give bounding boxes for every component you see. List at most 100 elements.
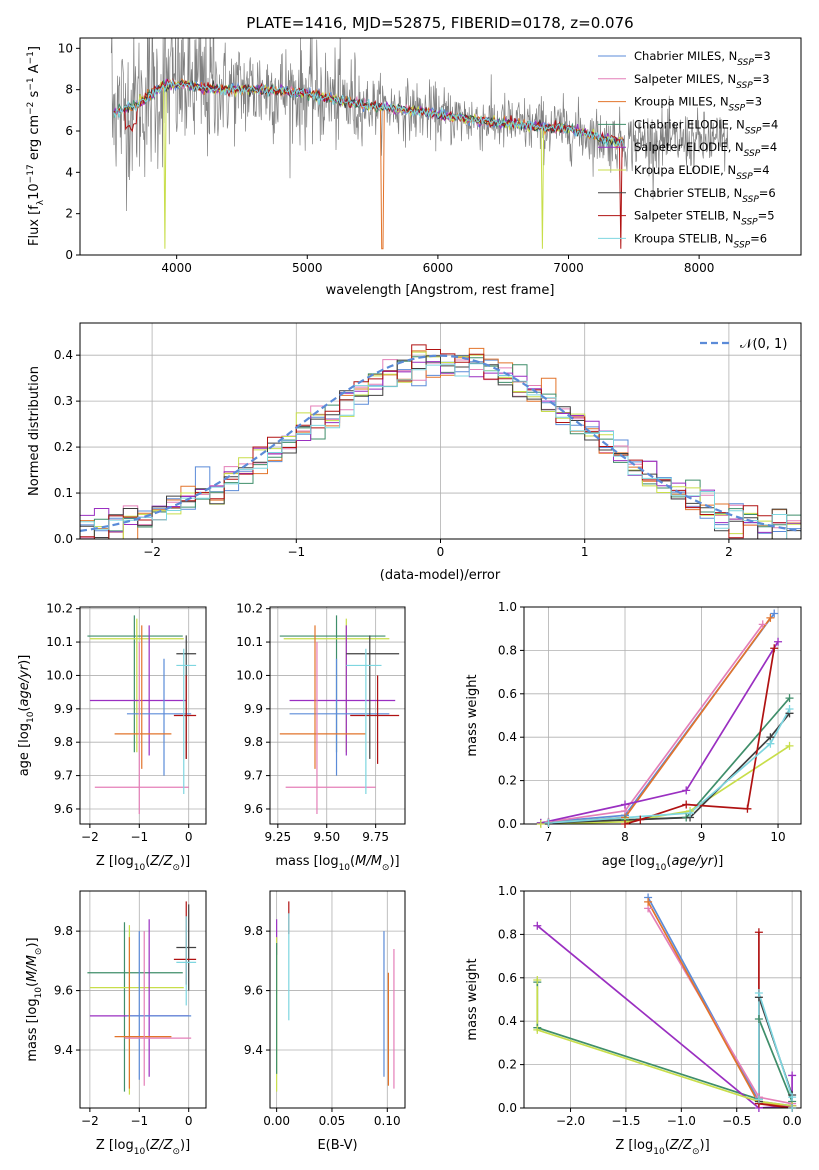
x-axis-label: Z [log10(Z/Z⊙)]: [96, 854, 190, 873]
weight-marker: [788, 1071, 797, 1080]
x-tick-label: −2: [143, 545, 161, 559]
weight-marker: [788, 1093, 797, 1102]
y-tick-label: 10.2: [46, 602, 73, 616]
y-tick-label: 9.6: [54, 802, 73, 816]
legend-entry: Chabrier MILES, NSSP=3: [634, 49, 771, 68]
plot-area-residuals: [80, 344, 801, 539]
weight-marker: [785, 704, 794, 713]
x-tick-label: 9.75: [362, 830, 389, 844]
x-tick-label: 0.10: [374, 1114, 401, 1128]
x-tick-label: −2: [81, 830, 99, 844]
y-axis-label: Flux [fλ10−17 erg cm−2 s−1 A−1]: [26, 46, 46, 246]
weight-marker: [754, 1015, 763, 1024]
weight-marker: [682, 800, 691, 809]
weight-marker: [754, 928, 763, 937]
y-tick-label: 0.2: [498, 1058, 517, 1072]
spectrum-legend: Chabrier MILES, NSSP=3 Salpeter MILES, NS…: [598, 49, 778, 250]
weight-marker: [788, 1104, 797, 1112]
weight-marker: [758, 620, 767, 629]
x-axis-label: mass [log10(M/M⊙)]: [275, 854, 399, 873]
x-tick-label: 1: [581, 545, 589, 559]
legend-entry: Chabrier STELIB, NSSP=6: [634, 186, 776, 205]
model-spectrum-line: [113, 78, 624, 148]
x-axis-label: Z [log10(Z/Z⊙)]: [615, 1138, 709, 1157]
weight-marker: [682, 786, 691, 795]
y-tick-label: 10.0: [236, 668, 263, 682]
y-tick-label: 0: [65, 248, 73, 262]
y-tick-label: 1.0: [498, 884, 517, 898]
normal-reference-curve: [80, 354, 801, 532]
y-tick-label: 0.2: [54, 440, 73, 454]
residual-histogram: [80, 363, 801, 539]
y-axis-label: mass [log10(M/M⊙)]: [25, 937, 44, 1061]
legend-entry: Salpeter MILES, NSSP=3: [634, 72, 770, 91]
y-tick-label: 0.8: [498, 643, 517, 657]
figure-title: PLATE=1416, MJD=52875, FIBERID=0178, z=0…: [246, 14, 633, 32]
y-tick-label: 10: [58, 41, 73, 55]
residual-histogram: [80, 344, 801, 539]
x-tick-label: −0.5: [722, 1114, 751, 1128]
plot-area-spectrum: [110, 38, 729, 250]
weight-marker: [686, 809, 695, 818]
axes-frame: [523, 890, 802, 1109]
x-tick-label: 8: [621, 830, 629, 844]
y-tick-label: 9.8: [244, 924, 263, 938]
weight-marker: [621, 820, 630, 828]
x-tick-label: −1.5: [611, 1114, 640, 1128]
x-tick-label: 9: [698, 830, 706, 844]
weight-marker: [785, 741, 794, 750]
y-tick-label: 9.6: [244, 984, 263, 998]
y-tick-label: 0.0: [498, 1101, 517, 1115]
axes-frame: [79, 606, 207, 825]
panel-age-vs-Z: −2 −1 0 9.6 9.7 9.8 9.9 10.0 10.1 10.2 Z [log10(Z/…: [17, 602, 207, 873]
weight-line: [540, 641, 779, 824]
panel-mass-vs-EBV: 0.00 0.05 0.10 9.4 9.6 9.8 E(B-V): [244, 890, 406, 1153]
x-tick-label: 6000: [423, 261, 454, 275]
x-tick-label: 4000: [161, 261, 192, 275]
weight-marker: [754, 1095, 763, 1104]
weight-marker: [774, 637, 783, 646]
y-tick-label: 0.6: [498, 687, 517, 701]
weight-marker: [636, 815, 645, 824]
x-tick-label: 7000: [553, 261, 584, 275]
weight-marker: [770, 609, 779, 618]
legend-entry: Kroupa ELODIE, NSSP=4: [634, 163, 770, 182]
weight-marker: [533, 1025, 542, 1034]
x-tick-label: 7: [545, 830, 553, 844]
weight-marker: [754, 988, 763, 997]
y-tick-label: 0.2: [498, 774, 517, 788]
weight-marker: [766, 613, 775, 622]
y-tick-label: 9.8: [54, 735, 73, 749]
legend-entry: 𝒩(0, 1): [740, 337, 787, 352]
y-tick-label: 0.4: [54, 348, 73, 362]
y-tick-label: 0.6: [498, 971, 517, 985]
x-tick-label: 0.00: [263, 1114, 290, 1128]
y-tick-label: 9.8: [54, 924, 73, 938]
y-tick-label: 10.1: [46, 635, 73, 649]
axes-frame: [79, 37, 802, 256]
x-tick-label: 0.05: [319, 1114, 346, 1128]
y-tick-label: 8: [65, 83, 73, 97]
y-tick-label: 10.0: [46, 668, 73, 682]
y-tick-label: 9.6: [244, 802, 263, 816]
weight-marker: [743, 804, 752, 813]
plot-area-age-vs-mass: [279, 615, 400, 814]
x-axis-label: (data-model)/error: [380, 568, 501, 583]
weight-marker: [644, 897, 653, 906]
weight-line: [536, 980, 793, 1107]
plot-area-weight-vs-Z: [536, 897, 793, 1108]
x-tick-label: 9.50: [313, 830, 340, 844]
legend-entry: Kroupa STELIB, NSSP=6: [634, 231, 767, 250]
y-tick-label: 0.0: [54, 532, 73, 546]
weight-marker: [536, 820, 545, 828]
x-tick-label: −1.0: [667, 1114, 696, 1128]
y-tick-label: 0.4: [498, 730, 517, 744]
panel-weight-vs-Z: −2.0 −1.5 −1.0 −0.5 0.0 0.0 0.2 0.4 0.6 0.8 1.0 Z […: [465, 884, 802, 1157]
x-tick-label: −1: [130, 830, 148, 844]
legend-entry: Chabrier ELODIE, NSSP=4: [634, 117, 778, 136]
model-spectrum-line: [113, 78, 624, 249]
panel-spectrum: 4000 5000 6000 7000 8000 0 2 4 6 8 10 wavelength [A…: [26, 37, 802, 298]
y-tick-label: 9.4: [54, 1043, 73, 1057]
x-tick-label: 9.25: [264, 830, 291, 844]
legend-entry: Kroupa MILES, NSSP=3: [634, 95, 762, 114]
